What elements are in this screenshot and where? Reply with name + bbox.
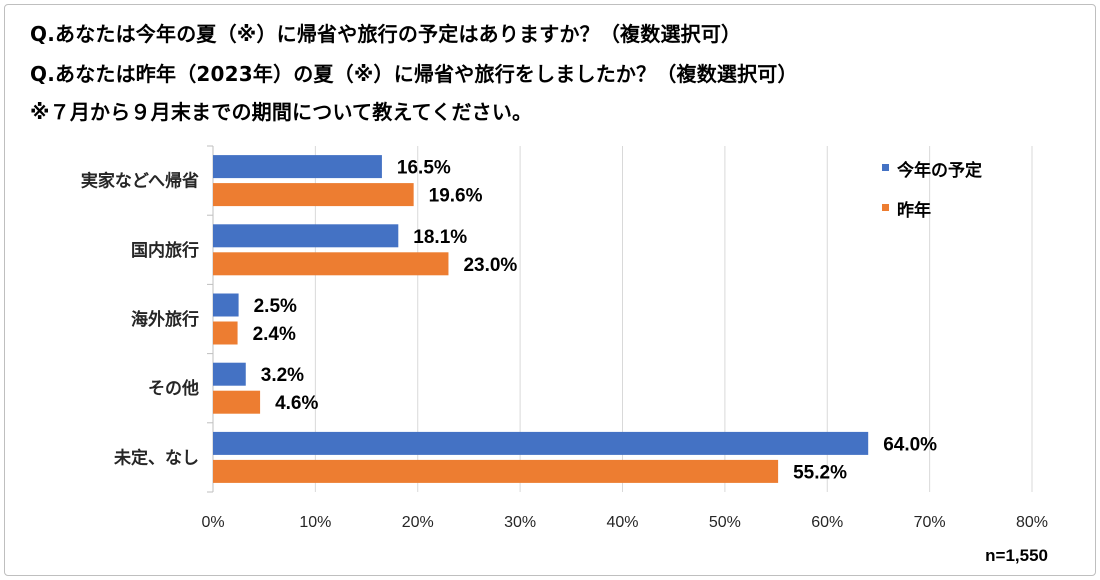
x-tick-label: 80% — [1016, 514, 1048, 531]
bar-last-year — [213, 321, 238, 345]
x-tick-label: 70% — [914, 514, 946, 531]
x-tick-label: 10% — [299, 514, 331, 531]
question-period-note: ※７月から９月末までの期間について教えてください。 — [30, 100, 533, 124]
legend-swatch — [882, 164, 889, 171]
data-label: 19.6% — [429, 186, 483, 207]
question-this-year: Q.あなたは今年の夏（※）に帰省や旅行の予定はありますか？（複数選択可） — [30, 22, 742, 46]
category-label: その他 — [148, 378, 199, 399]
data-label: 2.5% — [254, 296, 297, 317]
data-label: 18.1% — [413, 227, 467, 248]
x-tick-label: 50% — [709, 514, 741, 531]
category-label: 実家などへ帰省 — [81, 171, 199, 192]
data-label: 23.0% — [463, 255, 517, 276]
category-label: 海外旅行 — [131, 309, 199, 330]
legend-swatch — [882, 204, 889, 211]
bar-last-year — [213, 459, 779, 483]
bar-this-year — [213, 155, 382, 179]
x-tick-label: 40% — [606, 514, 638, 531]
bar-this-year — [213, 362, 246, 386]
x-tick-label: 0% — [201, 514, 224, 531]
bar-this-year — [213, 293, 239, 317]
data-label: 3.2% — [261, 365, 304, 386]
data-label: 2.4% — [253, 324, 296, 345]
question-last-year: Q.あなたは昨年（2023年）の夏（※）に帰省や旅行をしましたか？（複数選択可） — [30, 62, 798, 86]
sample-size-note: n=1,550 — [985, 546, 1048, 565]
data-label: 16.5% — [397, 158, 451, 179]
data-label: 4.6% — [275, 393, 318, 414]
bar-last-year — [213, 390, 261, 414]
data-label: 64.0% — [883, 434, 937, 455]
legend-label: 今年の予定 — [897, 160, 982, 181]
bar-this-year — [213, 431, 869, 455]
category-label: 未定、なし — [113, 447, 199, 468]
bar-last-year — [213, 183, 414, 207]
bar-this-year — [213, 224, 399, 248]
x-tick-label: 30% — [504, 514, 536, 531]
data-label: 55.2% — [793, 462, 847, 483]
legend-label: 昨年 — [897, 200, 931, 221]
bar-last-year — [213, 252, 449, 276]
x-tick-label: 20% — [402, 514, 434, 531]
x-tick-label: 60% — [811, 514, 843, 531]
category-label: 国内旅行 — [131, 240, 199, 261]
